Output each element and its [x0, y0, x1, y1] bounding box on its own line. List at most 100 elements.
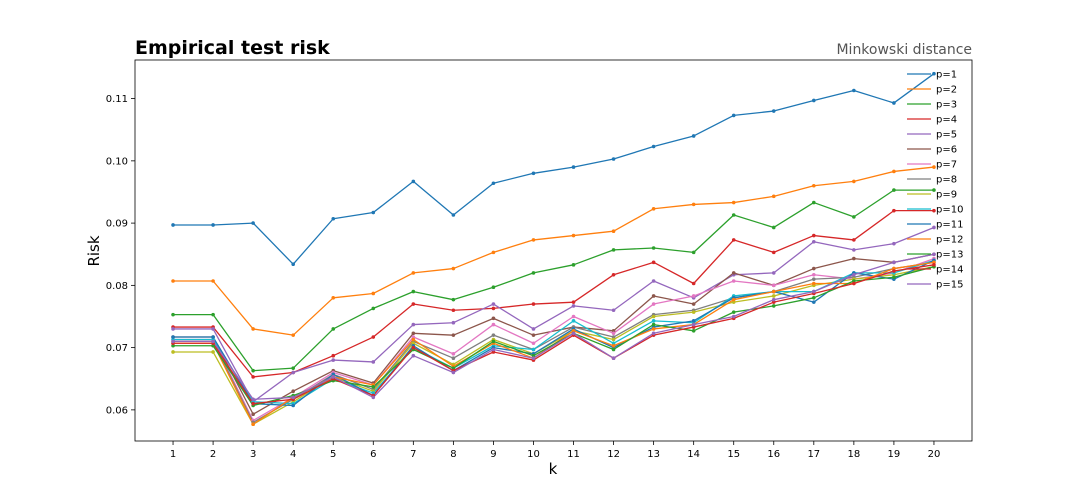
x-axis-ticks: 1 2 3 4 5 6 7 8 9 10 11 12 13 14 15 16 17 18 19 20 — [170, 441, 940, 460]
data-point — [531, 333, 536, 337]
legend-entry-p4: p=4 — [936, 115, 957, 126]
data-point — [731, 200, 736, 205]
data-point — [291, 262, 295, 267]
data-point — [611, 248, 616, 252]
x-tick-label: 9 — [490, 449, 496, 460]
legend-entry-p14: p=14 — [936, 265, 963, 276]
data-point — [812, 239, 816, 244]
data-point — [932, 165, 936, 169]
data-point — [691, 322, 696, 327]
chart-title: Empirical test risk — [135, 37, 330, 59]
data-point — [411, 322, 416, 327]
series-line-p14 — [173, 264, 935, 405]
data-point — [491, 285, 496, 290]
data-point — [411, 353, 416, 358]
x-tick-label: 8 — [450, 449, 456, 460]
data-point — [731, 297, 736, 302]
data-point — [411, 337, 416, 342]
data-point — [571, 329, 576, 333]
data-point — [771, 283, 776, 288]
data-point — [291, 395, 295, 400]
data-point — [691, 310, 696, 314]
data-point — [451, 370, 456, 375]
data-point — [291, 333, 295, 337]
data-point — [611, 272, 616, 277]
data-point — [171, 343, 175, 348]
data-point — [611, 331, 616, 336]
data-point — [411, 341, 416, 346]
data-point — [731, 300, 736, 304]
data-point — [771, 109, 776, 113]
data-point — [211, 223, 215, 227]
data-point — [571, 263, 576, 267]
data-point — [331, 358, 336, 362]
y-tick-label: 0.08 — [106, 281, 128, 292]
y-axis-label: Risk — [85, 235, 103, 266]
data-point — [371, 335, 376, 339]
data-point — [211, 327, 215, 331]
data-point — [651, 206, 656, 211]
data-point — [771, 271, 776, 275]
data-point — [731, 279, 736, 283]
data-point — [691, 134, 696, 138]
data-point — [892, 208, 896, 213]
legend-entry-p3: p=3 — [936, 100, 957, 111]
data-point — [371, 385, 376, 389]
data-point — [251, 375, 255, 379]
data-point — [371, 395, 376, 400]
x-tick-label: 17 — [807, 449, 820, 460]
data-point — [451, 356, 456, 361]
data-point — [611, 347, 616, 352]
data-point — [892, 188, 896, 192]
data-point — [251, 422, 255, 426]
series-line-p5 — [173, 226, 935, 403]
data-point — [171, 350, 175, 354]
x-tick-label: 14 — [687, 449, 700, 460]
data-point — [771, 294, 776, 298]
legend-entry-p10: p=10 — [936, 205, 963, 216]
x-tick-label: 1 — [170, 449, 176, 460]
series-line-p1 — [173, 73, 935, 265]
data-point — [491, 333, 496, 337]
data-point — [731, 213, 736, 217]
data-point — [291, 366, 295, 370]
data-point — [491, 347, 496, 352]
series-markers — [171, 71, 936, 426]
data-point — [812, 272, 816, 277]
data-point — [651, 144, 656, 149]
data-point — [171, 223, 175, 227]
x-tick-label: 10 — [527, 449, 540, 460]
data-point — [531, 327, 536, 331]
data-point — [411, 302, 416, 306]
data-point — [571, 304, 576, 308]
x-tick-label: 20 — [928, 449, 941, 460]
data-point — [812, 296, 816, 300]
data-point — [771, 250, 776, 255]
data-point — [491, 250, 496, 255]
data-point — [691, 302, 696, 306]
data-point — [651, 319, 656, 323]
data-point — [892, 269, 896, 273]
data-point — [411, 271, 416, 275]
x-tick-label: 13 — [647, 449, 660, 460]
data-point — [451, 366, 456, 370]
data-point — [852, 279, 856, 283]
data-point — [932, 260, 936, 265]
data-point — [691, 294, 696, 298]
data-point — [371, 291, 376, 296]
data-point — [371, 391, 376, 395]
data-point — [611, 356, 616, 361]
data-point — [451, 308, 456, 313]
data-point — [291, 403, 295, 408]
data-point — [932, 71, 936, 76]
data-point — [691, 319, 696, 323]
data-point — [211, 350, 215, 354]
data-point — [852, 272, 856, 277]
data-point — [731, 113, 736, 118]
data-point — [892, 101, 896, 105]
data-point — [651, 331, 656, 336]
legend-entry-p5: p=5 — [936, 130, 957, 141]
data-point — [852, 281, 856, 286]
data-point — [932, 188, 936, 192]
y-tick-label: 0.09 — [106, 219, 128, 230]
